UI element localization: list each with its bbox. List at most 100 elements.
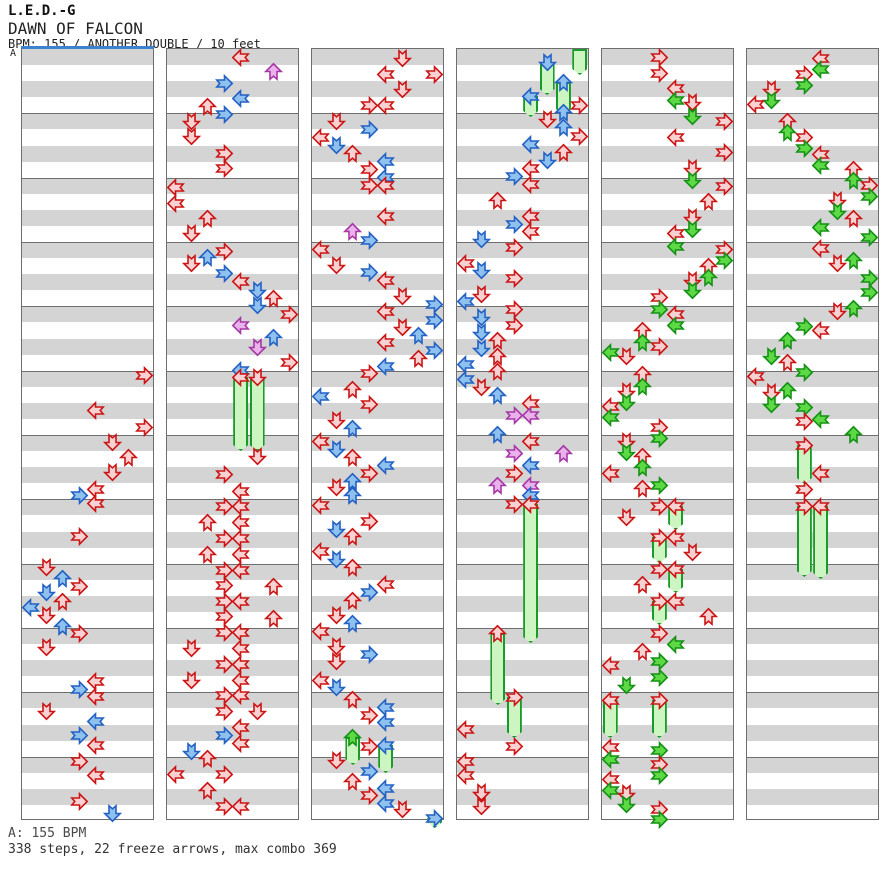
beat-stripe	[457, 177, 588, 194]
note-arrow-red	[522, 159, 540, 177]
note-arrow-red	[377, 96, 395, 114]
note-arrow-red	[232, 545, 250, 563]
measure-line	[167, 306, 298, 308]
note-arrow-blue	[344, 486, 362, 504]
note-arrow-blue	[87, 712, 105, 730]
beat-stripe	[312, 499, 443, 516]
note-arrow-red	[393, 49, 411, 67]
note-arrow-blue	[489, 425, 507, 443]
beat-stripe	[167, 756, 298, 773]
note-arrow-red	[716, 177, 734, 195]
beat-stripe	[602, 435, 733, 452]
note-arrow-blue	[328, 520, 346, 538]
note-arrow-blue	[70, 486, 88, 504]
note-arrow-blue	[248, 296, 266, 314]
chart-stats-text: 338 steps, 22 freeze arrows, max combo 3…	[8, 842, 337, 857]
note-arrow-red	[87, 672, 105, 690]
note-arrow-red	[119, 448, 137, 466]
note-arrow-red	[70, 624, 88, 642]
note-arrow-green	[861, 283, 879, 301]
note-arrow-red	[199, 513, 217, 531]
section-label: A	[10, 48, 17, 59]
beat-stripe	[457, 563, 588, 580]
chart-panel-4	[456, 48, 589, 820]
note-arrow-red	[634, 642, 652, 660]
beat-stripe	[457, 242, 588, 259]
note-arrow-blue	[344, 614, 362, 632]
note-arrow-red	[232, 734, 250, 752]
beat-stripe	[167, 370, 298, 387]
beat-stripe	[747, 177, 878, 194]
beat-stripe	[22, 242, 153, 259]
note-arrow-red	[393, 800, 411, 818]
note-arrow-red	[650, 528, 668, 546]
beat-stripe	[312, 274, 443, 291]
note-arrow-green	[650, 429, 668, 447]
note-arrow-red	[166, 194, 184, 212]
note-arrow-red	[136, 366, 154, 384]
note-arrow-red	[311, 542, 329, 560]
note-arrow-blue	[538, 151, 556, 169]
note-arrow-red	[344, 380, 362, 398]
note-arrow-red	[311, 671, 329, 689]
beat-stripe	[167, 177, 298, 194]
note-arrow-red	[344, 527, 362, 545]
note-arrow-red	[699, 192, 717, 210]
note-arrow-red	[232, 48, 250, 66]
note-arrow-green	[812, 218, 830, 236]
beat-stripe	[22, 145, 153, 162]
beat-stripe	[22, 81, 153, 98]
note-arrow-blue	[377, 713, 395, 731]
note-arrow-red	[264, 289, 282, 307]
note-arrow-red	[360, 512, 378, 530]
note-arrow-red	[38, 702, 56, 720]
note-arrow-red	[812, 497, 830, 515]
beat-stripe	[747, 402, 878, 419]
measure-line	[312, 692, 443, 694]
note-arrow-blue	[505, 215, 523, 233]
note-arrow-green	[634, 333, 652, 351]
beat-stripe	[312, 145, 443, 162]
beat-stripe	[457, 595, 588, 612]
note-arrow-green	[844, 251, 862, 269]
measure-line	[167, 692, 298, 694]
note-arrow-green	[683, 107, 701, 125]
note-arrow-green	[861, 228, 879, 246]
freeze-arrow-body	[250, 377, 265, 451]
measure-line	[312, 756, 443, 758]
note-arrow-blue	[328, 440, 346, 458]
note-arrow-blue	[409, 326, 427, 344]
measure-line	[747, 306, 878, 308]
note-arrow-blue	[456, 292, 474, 310]
measure-line	[312, 306, 443, 308]
note-arrow-green	[650, 300, 668, 318]
note-arrow-green	[812, 156, 830, 174]
note-arrow-red	[634, 479, 652, 497]
note-arrow-red	[522, 207, 540, 225]
note-arrow-red	[650, 337, 668, 355]
beat-stripe	[22, 338, 153, 355]
note-arrow-green	[667, 237, 685, 255]
beat-stripe	[22, 177, 153, 194]
beat-stripe	[602, 628, 733, 645]
note-arrow-green	[844, 425, 862, 443]
note-arrow-red	[215, 765, 233, 783]
note-arrow-blue	[426, 295, 444, 313]
note-arrow-blue	[377, 736, 395, 754]
note-arrow-red	[87, 736, 105, 754]
note-arrow-red	[70, 527, 88, 545]
measure-line	[22, 435, 153, 436]
note-arrow-red	[183, 224, 201, 242]
measure-line	[457, 370, 588, 372]
beat-stripe	[457, 306, 588, 323]
note-arrow-blue	[377, 152, 395, 170]
beat-stripe	[312, 306, 443, 323]
note-arrow-red	[311, 432, 329, 450]
note-arrow-red	[87, 401, 105, 419]
note-arrow-red	[409, 349, 427, 367]
beat-stripe	[312, 467, 443, 484]
note-arrow-red	[456, 720, 474, 738]
measure-line	[602, 499, 733, 501]
note-arrow-red	[38, 638, 56, 656]
note-arrow-red	[183, 112, 201, 130]
